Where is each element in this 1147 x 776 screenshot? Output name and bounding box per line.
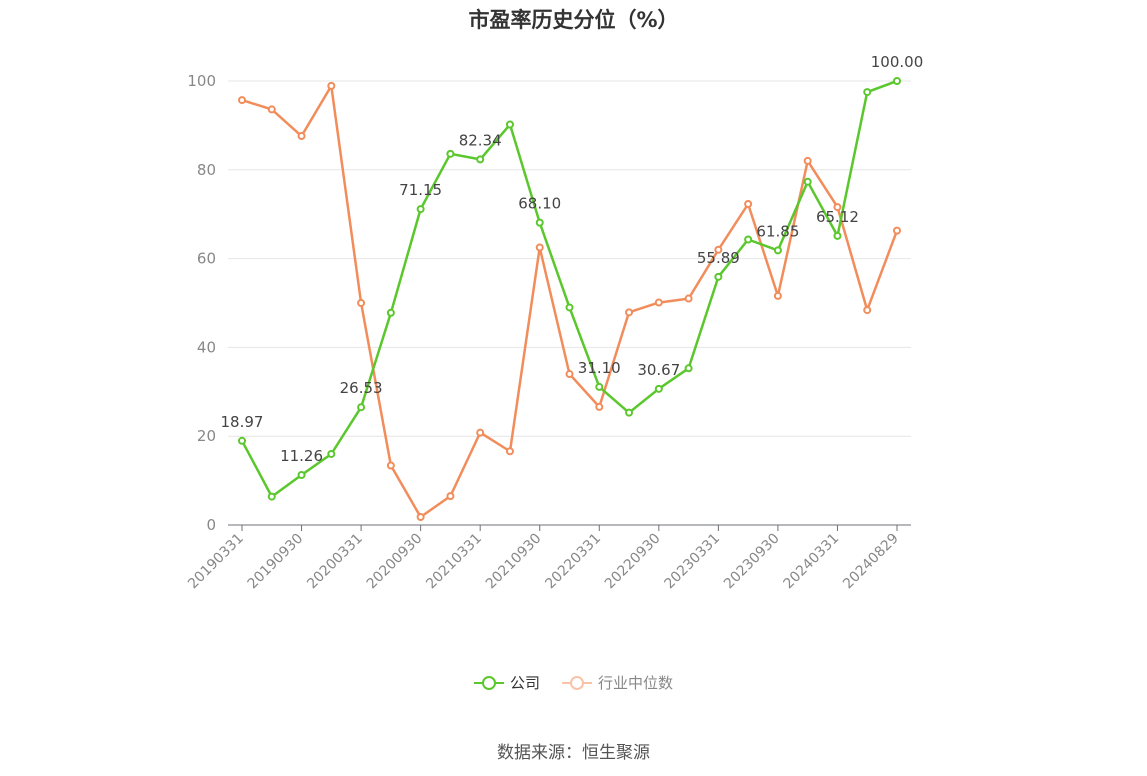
- y-tick-label-80: 80: [197, 161, 216, 179]
- y-tick-label-100: 100: [187, 72, 216, 90]
- data-label-20240331: 65.12: [816, 208, 859, 226]
- gridlines: [228, 80, 911, 437]
- y-tick-label-40: 40: [197, 338, 216, 356]
- series-1-point-20201231: [446, 492, 455, 501]
- series-0-point-20240630: [863, 88, 872, 97]
- series-1-point-20230930: [773, 291, 782, 300]
- data-label-20240829: 100.00: [871, 53, 924, 71]
- legend-label-company: 公司: [509, 674, 540, 692]
- series-1-point-20210331: [476, 428, 485, 437]
- series-0-point-20201231: [446, 149, 455, 158]
- series-0-point-20200331: [357, 403, 366, 412]
- series-1-point-20230331: [714, 245, 723, 254]
- series-1-point-20220930: [654, 298, 663, 307]
- series-1-point-20191231: [327, 81, 336, 90]
- legend-marker-industry-median-icon: [562, 675, 592, 690]
- data-label-20190930: 11.26: [280, 447, 323, 465]
- series-0-point-20230630: [744, 235, 753, 244]
- x-tick-label-20240829: 20240829: [840, 531, 902, 593]
- x-tick-label-20210331: 20210331: [423, 531, 485, 593]
- legend: 公司 行业中位数: [0, 672, 1147, 693]
- data-label-20220930: 30.67: [637, 361, 680, 379]
- series-1-point-20240829: [893, 226, 901, 235]
- y-tick-label-20: 20: [197, 427, 216, 445]
- y-tick-label-60: 60: [197, 250, 216, 268]
- x-tick-label-20190331: 20190331: [185, 531, 247, 593]
- series-1-point-20231231: [803, 156, 812, 165]
- series-1-point-20190630: [267, 105, 276, 114]
- legend-label-industry-median: 行业中位数: [598, 674, 674, 692]
- series-line-1: [241, 84, 899, 519]
- line-chart: 0 20 40 60 80 100 2019033120190930202003312020…: [185, 53, 924, 592]
- series-0-point-20221231: [684, 364, 693, 373]
- series-1-point-20200331: [357, 299, 366, 307]
- x-tick-label-20240331: 20240331: [781, 531, 843, 593]
- series-0-point-20190630: [267, 492, 276, 501]
- series-0-point-20230930: [773, 246, 782, 255]
- data-label-20200930: 71.15: [399, 181, 442, 199]
- series-1-point-20200630: [386, 461, 395, 470]
- data-label-20220331: 31.10: [578, 359, 621, 377]
- series-0-point-20210630: [505, 120, 514, 129]
- data-labels: 18.97 11.26 26.53 71.15 82.34 68.10 31.10 30.67…: [221, 53, 924, 465]
- series-0-point-20230331: [714, 272, 723, 281]
- data-label-20230331: 55.89: [697, 249, 740, 267]
- series-0-point-20220930: [654, 384, 663, 393]
- series-lines: [238, 77, 901, 522]
- x-tick-label-20200331: 20200331: [304, 531, 366, 593]
- x-tick-label-20220331: 20220331: [542, 531, 604, 593]
- axes: 0 20 40 60 80 100 2019033120190930202003312020…: [185, 72, 911, 592]
- x-tick-label-20230930: 20230930: [721, 531, 783, 593]
- series-1-point-20220331: [595, 402, 604, 411]
- series-1-point-20210630: [505, 447, 514, 456]
- series-1-point-20200930: [416, 513, 425, 522]
- x-tick-label-20220930: 20220930: [602, 531, 664, 593]
- chart-title: 市盈率历史分位（%）: [468, 8, 679, 32]
- series-0-point-20190930: [297, 471, 306, 480]
- series-0-point-20220331: [595, 382, 604, 391]
- series-1-point-20221231: [684, 294, 693, 303]
- x-tick-label-20210930: 20210930: [483, 531, 545, 593]
- series-0-point-20190331: [238, 436, 246, 445]
- data-label-20190331: 18.97: [221, 413, 264, 431]
- legend-item-company[interactable]: 公司: [473, 672, 540, 693]
- series-0-point-20210331: [476, 155, 485, 164]
- series-0-point-20231231: [803, 177, 812, 186]
- data-label-20230930: 61.85: [756, 222, 799, 240]
- series-0-point-20240331: [833, 231, 842, 240]
- x-tick-label-20200930: 20200930: [364, 531, 426, 593]
- series-0-point-20220630: [625, 408, 634, 417]
- data-source: 数据来源：恒生聚源: [497, 743, 650, 763]
- x-tick-label-20230331: 20230331: [661, 531, 723, 593]
- series-0-point-20200930: [416, 205, 425, 214]
- series-1-point-20220630: [625, 308, 634, 317]
- x-tick-label-20190930: 20190930: [245, 531, 307, 593]
- data-label-20200331: 26.53: [340, 379, 383, 397]
- series-1-point-20240331: [833, 203, 842, 212]
- series-1-point-20230630: [744, 199, 753, 208]
- legend-marker-company-icon: [473, 675, 504, 690]
- series-1-point-20211231: [565, 370, 574, 379]
- series-0-point-20200630: [386, 308, 395, 317]
- series-0-point-20211231: [565, 303, 574, 312]
- data-label-20210331: 82.34: [459, 131, 502, 149]
- y-tick-label-0: 0: [206, 516, 216, 534]
- series-1-point-20210930: [535, 243, 544, 252]
- series-1-point-20240630: [863, 306, 872, 315]
- series-0-point-20240829: [893, 77, 901, 85]
- legend-item-industry-median[interactable]: 行业中位数: [562, 672, 673, 693]
- data-label-20210930: 68.10: [518, 195, 561, 213]
- series-1-point-20190331: [238, 96, 246, 105]
- series-0-point-20210930: [535, 218, 544, 227]
- series-1-point-20190930: [297, 132, 306, 141]
- series-0-point-20191231: [327, 449, 336, 458]
